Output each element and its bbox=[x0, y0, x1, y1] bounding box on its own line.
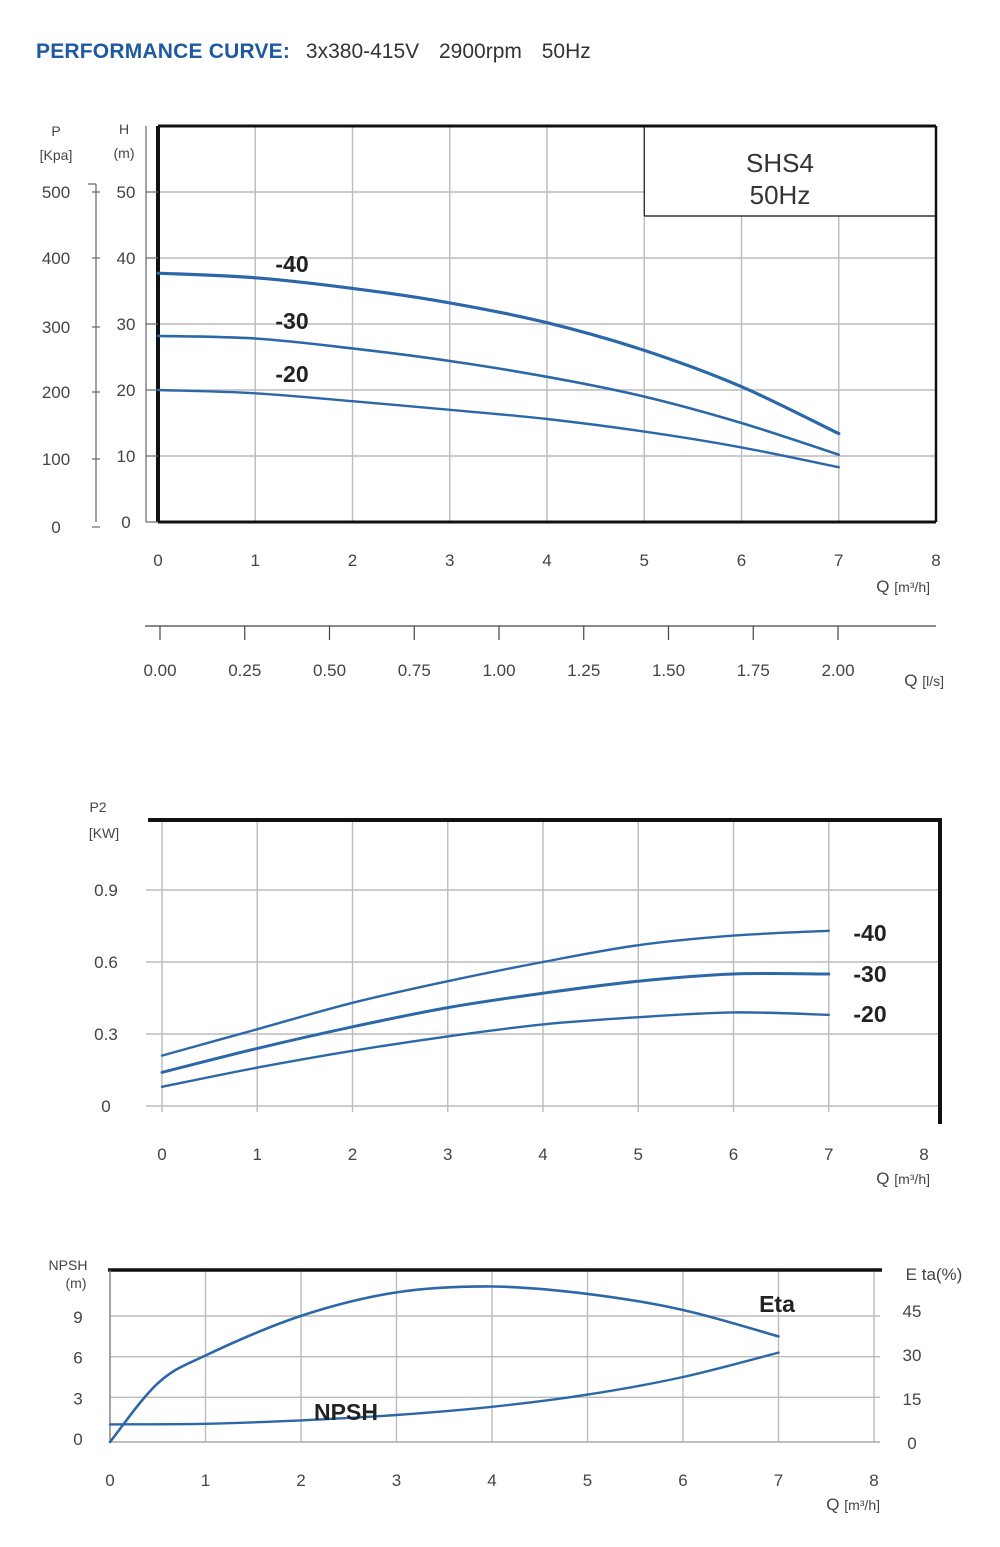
npsh-curve bbox=[108, 1351, 780, 1426]
eta-curve bbox=[108, 1285, 780, 1444]
x-tick-label: 8 bbox=[919, 1145, 928, 1164]
ls-tick-label: 1.75 bbox=[737, 661, 770, 680]
x-tick-label: 0 bbox=[105, 1471, 114, 1490]
eta-tick-label: 15 bbox=[903, 1390, 922, 1409]
x-tick-label: 1 bbox=[253, 1145, 262, 1164]
x-tick-label: 8 bbox=[931, 551, 940, 570]
header-label: PERFORMANCE CURVE: bbox=[36, 40, 291, 63]
head-curve-label: -20 bbox=[275, 361, 308, 387]
p-tick-label: 100 bbox=[42, 450, 70, 469]
p-tick-label: 200 bbox=[42, 383, 70, 402]
x-tick-label: 8 bbox=[869, 1471, 878, 1490]
x-tick-label: 1 bbox=[251, 551, 260, 570]
ls-tick-label: 1.25 bbox=[567, 661, 600, 680]
x-tick-label: 0 bbox=[157, 1145, 166, 1164]
eta-tick-label: 45 bbox=[903, 1302, 922, 1321]
h-tick-label: 50 bbox=[117, 183, 136, 202]
p2-axis-unit: [KW] bbox=[89, 825, 119, 841]
ls-tick-label: 1.00 bbox=[482, 661, 515, 680]
x-tick-label: 6 bbox=[729, 1145, 738, 1164]
x-tick-label: 2 bbox=[348, 551, 357, 570]
ls-tick-label: 1.50 bbox=[652, 661, 685, 680]
header-spec: 3x380-415V 2900rpm 50Hz bbox=[305, 40, 591, 63]
p2-tick-label: 0 bbox=[101, 1097, 110, 1116]
ls-tick-label: 0.25 bbox=[228, 661, 261, 680]
power-curve-label: -40 bbox=[853, 920, 886, 946]
p2-axis-title: P2 bbox=[89, 799, 106, 815]
npsh-tick-label: 0 bbox=[73, 1430, 82, 1449]
chart-header: PERFORMANCE CURVE: 3x380-415V 2900rpm 50… bbox=[36, 40, 591, 64]
ls-axis-title: Q [l/s] bbox=[904, 671, 944, 690]
x-tick-label: 2 bbox=[296, 1471, 305, 1490]
h-axis-title: H bbox=[119, 121, 129, 137]
ls-tick-label: 0.00 bbox=[143, 661, 176, 680]
x-axis-title: Q [m³/h] bbox=[876, 1169, 930, 1188]
head-curve-minus20 bbox=[156, 388, 840, 469]
npsh-tick-label: 3 bbox=[73, 1389, 82, 1408]
h-tick-label: 40 bbox=[117, 249, 136, 268]
x-tick-label: 1 bbox=[201, 1471, 210, 1490]
x-tick-label: 3 bbox=[392, 1471, 401, 1490]
eta-axis-title: E ta(%) bbox=[906, 1265, 963, 1284]
power-chart: 0 0.3 0.6 0.9 P2 [KW] 0 1 2 3 4 5 6 7 8 -40 -30 -20 bbox=[89, 799, 942, 1164]
h-axis-unit: (m) bbox=[114, 145, 135, 161]
h-tick-label: 20 bbox=[117, 381, 136, 400]
head-curve-label: -40 bbox=[275, 251, 308, 277]
h-tick-label: 10 bbox=[117, 447, 136, 466]
npsh-axis-title: NPSH bbox=[49, 1257, 88, 1273]
h-tick-label: 30 bbox=[117, 315, 136, 334]
x-tick-label: 3 bbox=[443, 1145, 452, 1164]
h-tick-label: 0 bbox=[121, 513, 130, 532]
x-tick-label: 7 bbox=[774, 1471, 783, 1490]
x-tick-label: 4 bbox=[538, 1145, 547, 1164]
power-curve-minus30 bbox=[160, 971, 831, 1074]
power-curve-label: -20 bbox=[853, 1001, 886, 1027]
npsh-tick-label: 9 bbox=[73, 1308, 82, 1327]
eta-curve-label: Eta bbox=[759, 1291, 795, 1317]
ls-tick-label: 2.00 bbox=[821, 661, 854, 680]
p-axis-unit: [Kpa] bbox=[40, 147, 73, 163]
power-curve-label: -30 bbox=[853, 961, 886, 987]
power-curve-minus40 bbox=[160, 929, 830, 1057]
ls-tick-label: 0.50 bbox=[313, 661, 346, 680]
p-tick-label: 0 bbox=[51, 518, 60, 537]
x-axis-title: Q [m³/h] bbox=[826, 1495, 880, 1514]
head-curve-label: -30 bbox=[275, 308, 308, 334]
head-curve-minus30 bbox=[156, 334, 841, 456]
p-tick-label: 400 bbox=[42, 249, 70, 268]
x-tick-label: 7 bbox=[834, 551, 843, 570]
head-chart: SHS450Hz01020304050H(m)0100200300400500P… bbox=[40, 121, 941, 680]
p2-tick-label: 0.9 bbox=[94, 881, 118, 900]
x-tick-label: 4 bbox=[487, 1471, 496, 1490]
x-tick-label: 6 bbox=[737, 551, 746, 570]
model-frequency: 50Hz bbox=[750, 180, 811, 210]
x-axis-title: Q [m³/h] bbox=[876, 577, 930, 596]
x-tick-label: 5 bbox=[583, 1471, 592, 1490]
p-tick-label: 500 bbox=[42, 183, 70, 202]
x-tick-label: 7 bbox=[824, 1145, 833, 1164]
x-tick-label: 6 bbox=[678, 1471, 687, 1490]
npsh-axis-unit: (m) bbox=[66, 1275, 87, 1291]
ls-tick-label: 0.75 bbox=[398, 661, 431, 680]
head-curve-minus40 bbox=[156, 271, 841, 436]
p2-tick-label: 0.6 bbox=[94, 953, 118, 972]
p-axis-title: P bbox=[51, 123, 60, 139]
x-tick-label: 0 bbox=[153, 551, 162, 570]
p2-tick-label: 0.3 bbox=[94, 1025, 118, 1044]
p-tick-label: 300 bbox=[42, 318, 70, 337]
x-tick-label: 4 bbox=[542, 551, 551, 570]
model-name: SHS4 bbox=[746, 148, 814, 178]
x-tick-label: 5 bbox=[634, 1145, 643, 1164]
x-tick-label: 3 bbox=[445, 551, 454, 570]
eta-tick-label: 30 bbox=[903, 1346, 922, 1365]
npsh-curve-label: NPSH bbox=[314, 1399, 378, 1425]
x-tick-label: 5 bbox=[640, 551, 649, 570]
npsh-tick-label: 6 bbox=[73, 1349, 82, 1368]
power-curve-minus20 bbox=[160, 1011, 830, 1088]
x-tick-label: 2 bbox=[348, 1145, 357, 1164]
eta-tick-label: 0 bbox=[907, 1434, 916, 1453]
